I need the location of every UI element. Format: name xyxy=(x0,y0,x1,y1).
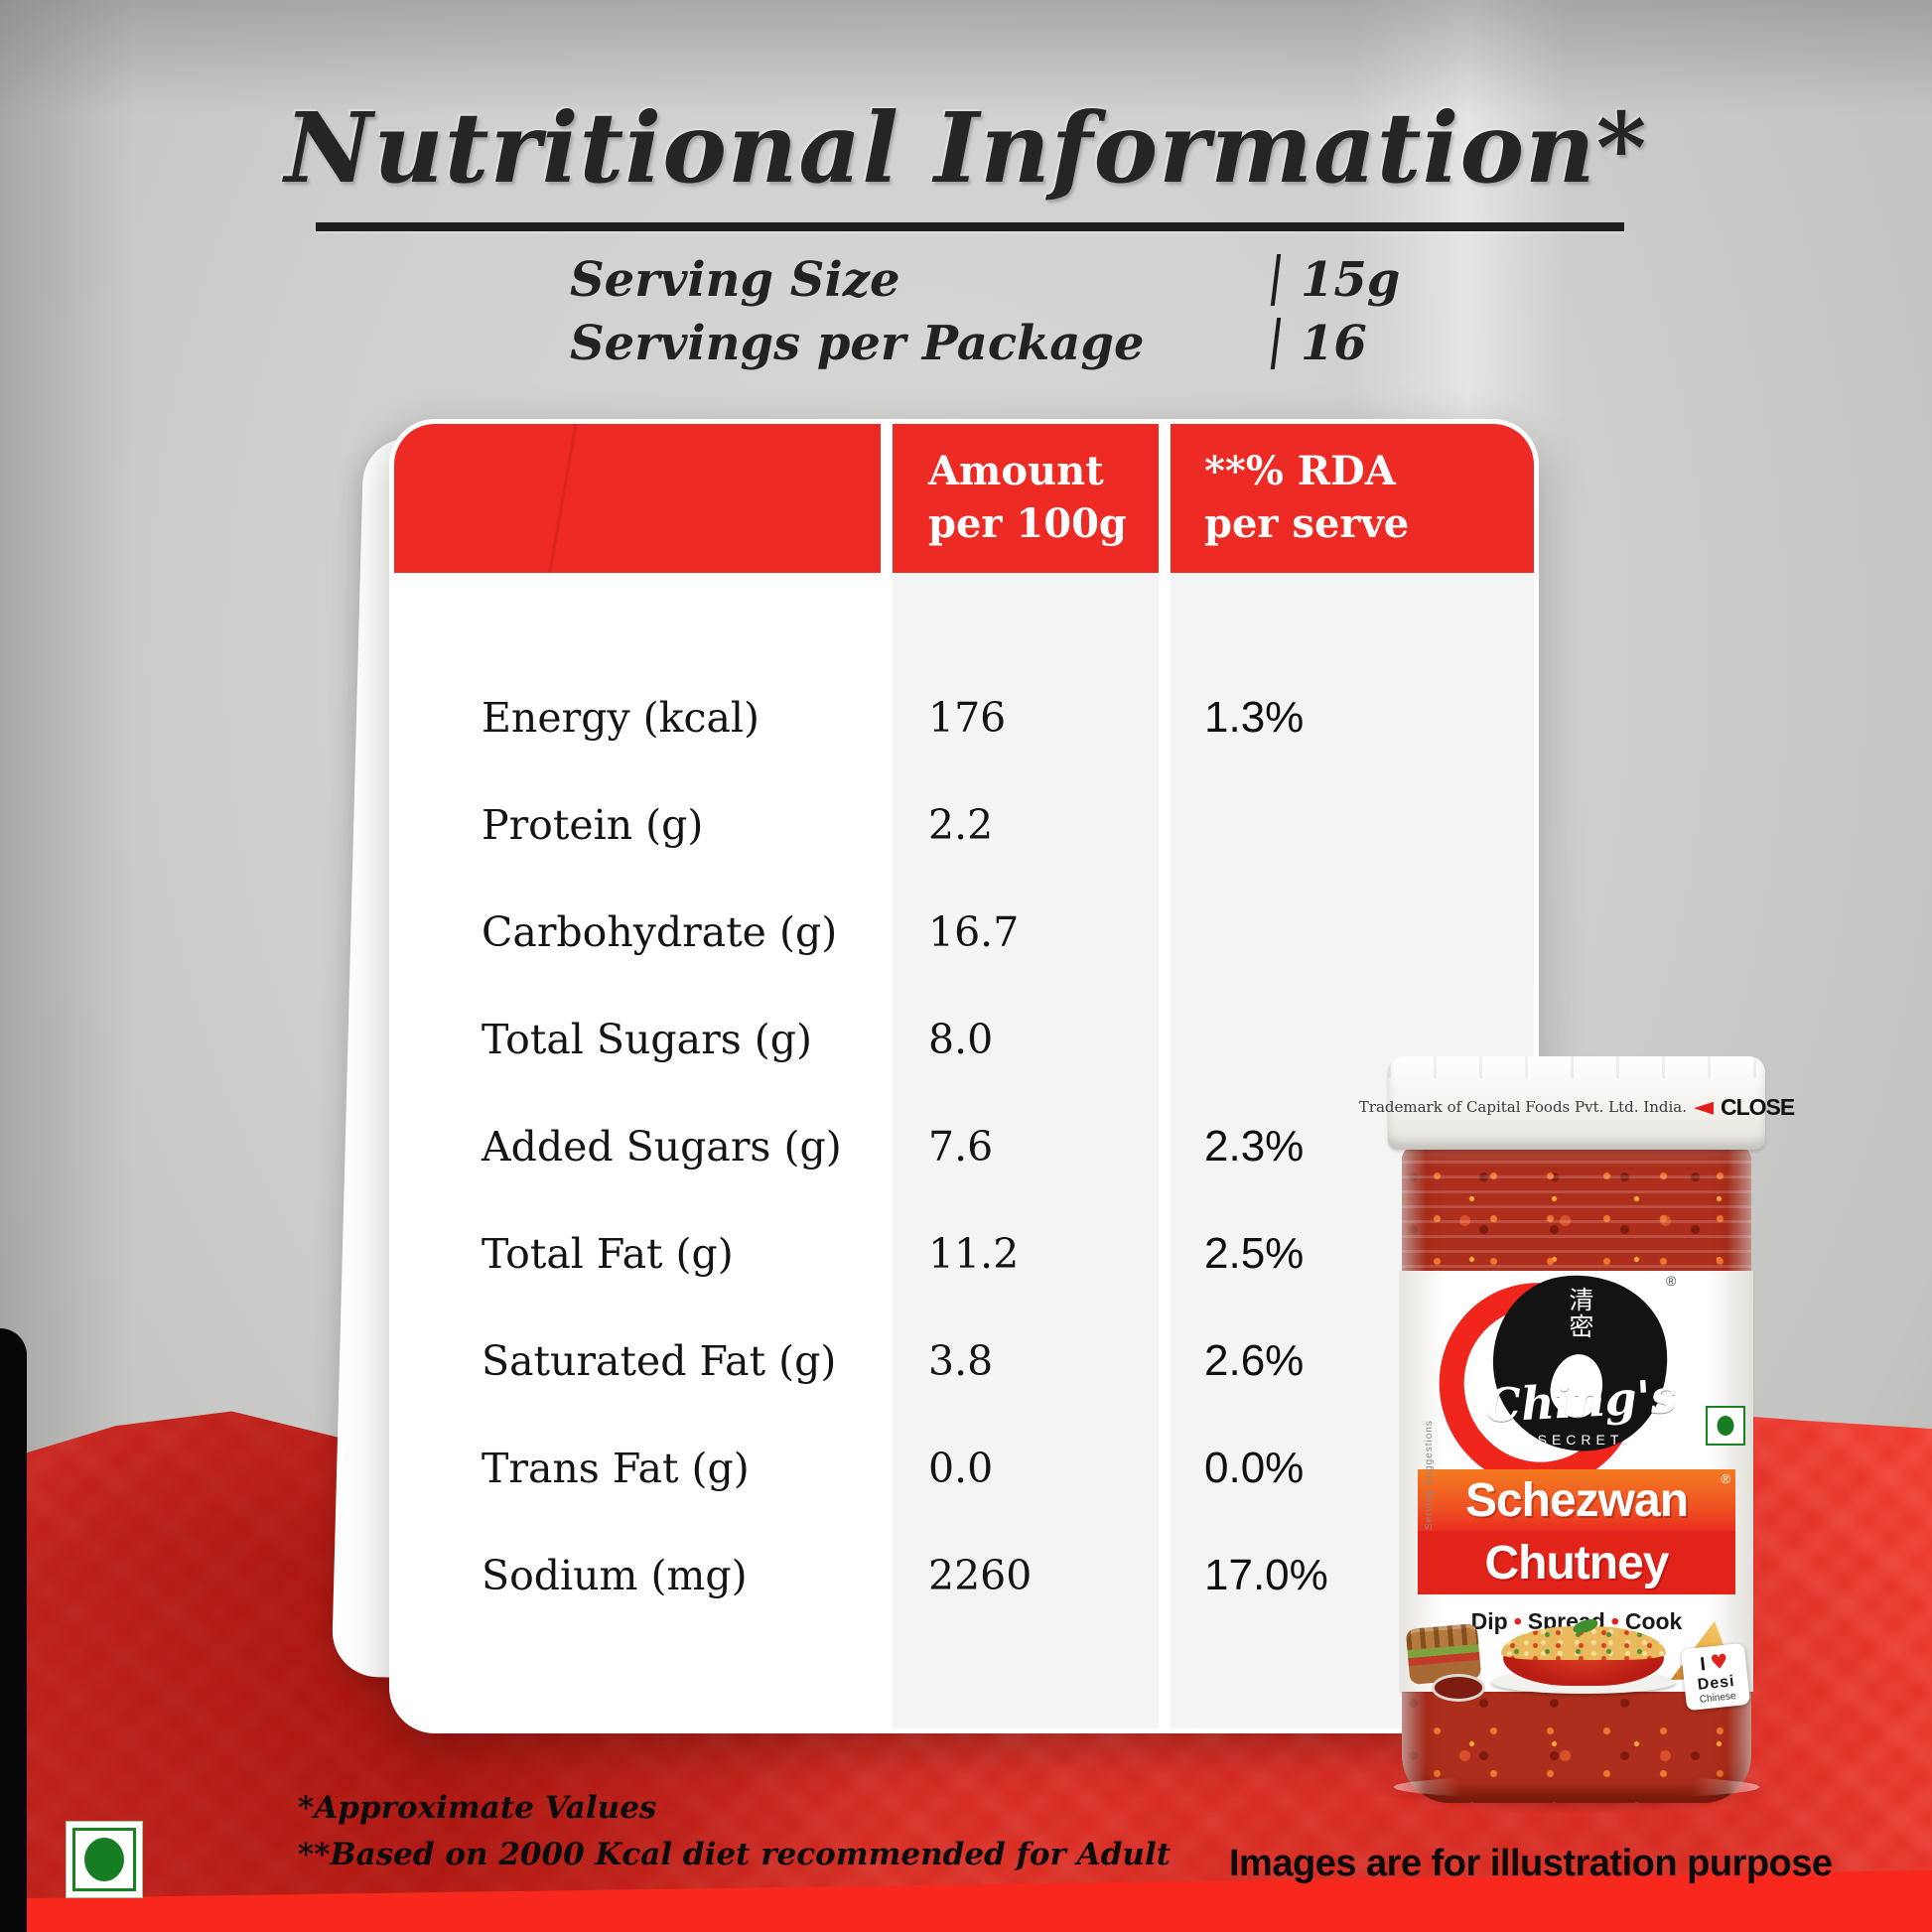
jar-label: 清 密 ® Ching's SECRET Schezwan ® Chutney … xyxy=(1400,1257,1753,1712)
table-row: Sodium (mg) 2260 17.0% xyxy=(394,1522,1534,1629)
bullet-icon: • xyxy=(1513,1608,1522,1634)
amount-value: 7.6 xyxy=(928,1123,994,1171)
page-title: Nutritional Information* xyxy=(284,91,1648,205)
amount-value: 11.2 xyxy=(928,1230,1020,1278)
label-veg-symbol xyxy=(1706,1406,1745,1446)
table-row: Total Sugars (g) 8.0 xyxy=(394,986,1534,1093)
column-divider xyxy=(881,424,893,573)
header-rda: **% RDA per serve xyxy=(1171,424,1534,573)
black-left-shape xyxy=(0,1328,27,1932)
product-name-chutney: Chutney xyxy=(1484,1536,1670,1589)
lid-trademark-text: Trademark of Capital Foods Pvt. Ltd. Ind… xyxy=(1358,1098,1687,1116)
dip-cup-image xyxy=(1432,1674,1485,1702)
header-amount: Amount per 100g xyxy=(893,424,1159,573)
separator-bar xyxy=(1270,254,1282,306)
product-registered-mark: ® xyxy=(1721,1471,1730,1486)
jar-base-highlight xyxy=(1394,1775,1759,1799)
serving-size-value: 15g xyxy=(1301,252,1401,308)
nutrient-label: Saturated Fat (g) xyxy=(482,1337,837,1385)
brand-subtitle: SECRET xyxy=(1537,1432,1624,1448)
nutrient-label: Energy (kcal) xyxy=(482,694,759,742)
footnotes: *Approximate Values **Based on 2000 Kcal… xyxy=(298,1785,1171,1877)
footnote-rda-basis: **Based on 2000 Kcal diet recommended fo… xyxy=(298,1836,1172,1872)
rda-value: 2.3% xyxy=(1204,1122,1305,1171)
brand-chinese-characters: 清 密 xyxy=(1517,1287,1646,1340)
brand-name: Ching's xyxy=(1483,1368,1678,1434)
nutrition-table-card: Amount per 100g **% RDA per serve Energy… xyxy=(389,419,1539,1733)
serving-size-label: Serving Size xyxy=(570,252,900,308)
table-row: Total Fat (g) 11.2 2.5% xyxy=(394,1200,1534,1308)
nutrient-label: Trans Fat (g) xyxy=(482,1445,750,1492)
amount-column-background xyxy=(893,573,1159,1728)
product-name-line2: Chutney xyxy=(1418,1531,1735,1594)
bullet-icon: • xyxy=(1610,1608,1619,1634)
footnote-approximate: *Approximate Values xyxy=(298,1790,657,1826)
separator-bar xyxy=(1270,318,1282,369)
header-rda-line1: **% RDA xyxy=(1204,448,1396,494)
serving-info: Serving Size 15g Servings per Package 16 xyxy=(570,248,1424,375)
veg-symbol xyxy=(66,1821,143,1898)
amount-value: 3.8 xyxy=(928,1337,994,1385)
rda-value: 1.3% xyxy=(1204,693,1305,742)
table-row: Energy (kcal) 176 1.3% xyxy=(394,664,1534,771)
close-arrow-icon: ◄ xyxy=(1693,1092,1714,1122)
product-name-schezwan: Schezwan xyxy=(1464,1473,1689,1527)
nutrient-label: Sodium (mg) xyxy=(482,1552,748,1599)
veg-symbol-border xyxy=(72,1828,136,1891)
table-header: Amount per 100g **% RDA per serve xyxy=(394,424,1534,584)
rda-value: 2.6% xyxy=(1204,1336,1305,1385)
amount-value: 2260 xyxy=(928,1552,1033,1599)
column-divider xyxy=(1159,424,1171,573)
desi-chinese-badge: I ♥ Desi Chinese xyxy=(1680,1642,1751,1712)
nutrient-label: Added Sugars (g) xyxy=(482,1123,842,1171)
nutrient-label: Carbohydrate (g) xyxy=(482,908,838,956)
lid-close-label: CLOSE xyxy=(1720,1093,1795,1120)
rda-value: 17.0% xyxy=(1204,1551,1328,1599)
header-rda-line2: per serve xyxy=(1204,499,1410,547)
jar-lid-band: Trademark of Capital Foods Pvt. Ltd. Ind… xyxy=(1359,1086,1795,1128)
table-row: Trans Fat (g) 0.0 0.0% xyxy=(394,1415,1534,1522)
amount-value: 16.7 xyxy=(928,908,1020,956)
amount-value: 176 xyxy=(928,694,1007,742)
rda-value: 0.0% xyxy=(1204,1444,1305,1492)
amount-value: 2.2 xyxy=(928,801,994,849)
table-rows: Energy (kcal) 176 1.3% Protein (g) 2.2 C… xyxy=(394,573,1534,1629)
rda-value: 2.5% xyxy=(1204,1229,1305,1278)
amount-value: 0.0 xyxy=(928,1445,994,1492)
nutrient-label: Total Fat (g) xyxy=(482,1230,734,1278)
registered-mark: ® xyxy=(1666,1273,1677,1289)
amount-value: 8.0 xyxy=(928,1016,994,1063)
table-row: Carbohydrate (g) 16.7 xyxy=(394,879,1534,986)
servings-per-package-label: Servings per Package xyxy=(570,316,1145,371)
table-row: Protein (g) 2.2 xyxy=(394,771,1534,879)
header-amount-line1: Amount xyxy=(928,448,1104,494)
badge-i: I xyxy=(1699,1654,1707,1676)
servings-per-package-row: Servings per Package 16 xyxy=(570,312,1424,375)
nutrient-label: Protein (g) xyxy=(482,801,704,849)
illustration-disclaimer: Images are for illustration purpose xyxy=(1229,1843,1833,1884)
jar-lid: Trademark of Capital Foods Pvt. Ltd. Ind… xyxy=(1359,1056,1795,1150)
label-food-imagery: I ♥ Desi Chinese xyxy=(1405,1634,1751,1712)
chinese-char-1: 清 xyxy=(1569,1286,1594,1314)
usage-cook: Cook xyxy=(1624,1608,1683,1634)
table-row: Added Sugars (g) 7.6 2.3% xyxy=(394,1093,1534,1200)
header-amount-line2: per 100g xyxy=(928,499,1127,547)
title-underline xyxy=(316,222,1624,231)
chinese-char-2: 密 xyxy=(1569,1312,1594,1341)
table-body: Energy (kcal) 176 1.3% Protein (g) 2.2 C… xyxy=(394,573,1534,1728)
heart-icon: ♥ xyxy=(1709,1648,1729,1675)
veg-symbol-dot xyxy=(84,1838,124,1881)
product-jar: Trademark of Capital Foods Pvt. Ltd. Ind… xyxy=(1359,1056,1795,1815)
servings-per-package-value: 16 xyxy=(1301,316,1367,371)
product-name-line1: Schezwan ® xyxy=(1418,1469,1735,1531)
serving-suggestions-side-text: Serving Suggestions xyxy=(1423,1420,1435,1530)
nutrient-label: Total Sugars (g) xyxy=(482,1016,813,1063)
serving-size-row: Serving Size 15g xyxy=(570,248,1424,312)
header-seam xyxy=(546,424,579,584)
table-row: Saturated Fat (g) 3.8 2.6% xyxy=(394,1308,1534,1415)
